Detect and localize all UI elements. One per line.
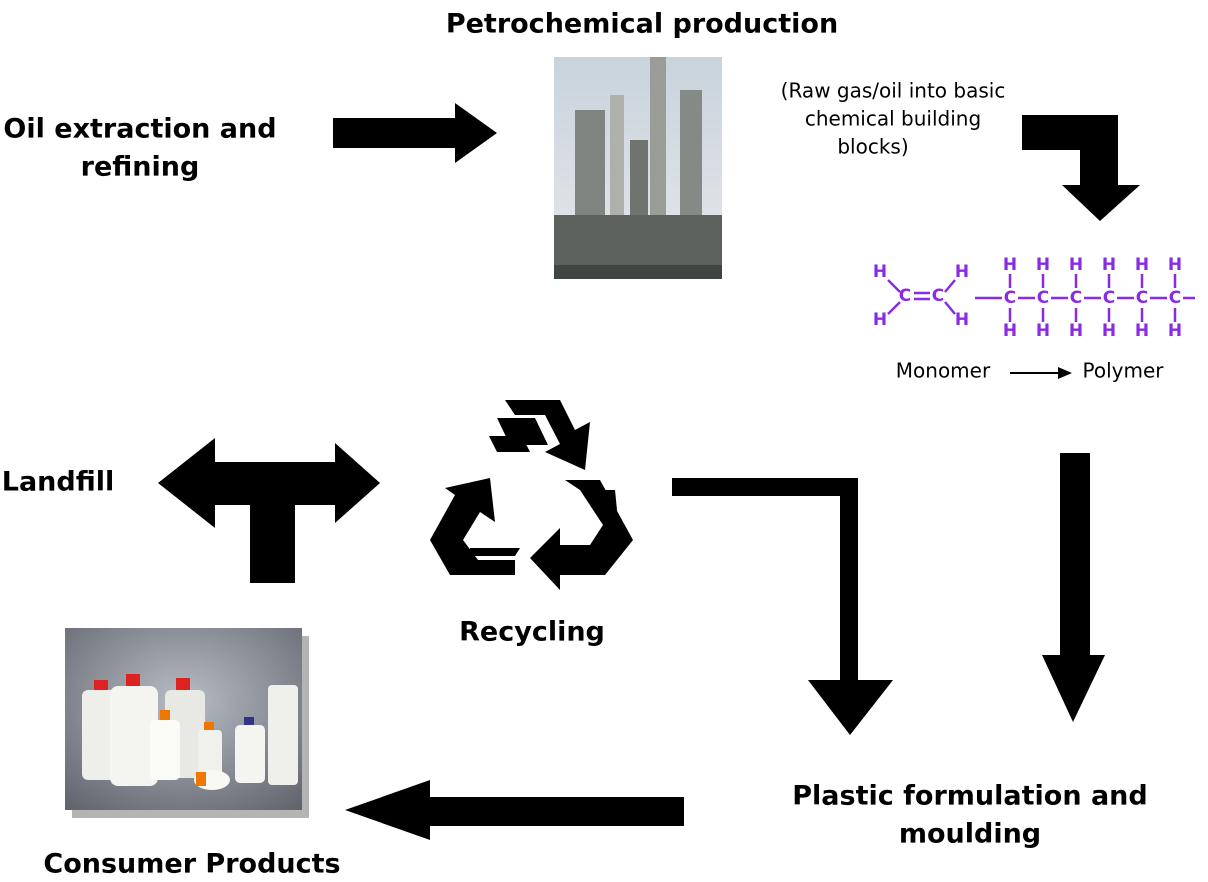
node-label: Landfill xyxy=(2,467,115,498)
atom: H xyxy=(955,262,969,282)
atom: H xyxy=(1135,255,1149,275)
atom: H xyxy=(1003,255,1017,275)
atom: C xyxy=(1004,288,1016,308)
arrow xyxy=(1058,367,1072,379)
arrow xyxy=(158,438,380,583)
refinery-photo xyxy=(554,57,722,279)
node-label: Plastic formulation and xyxy=(792,781,1147,812)
atom: H xyxy=(1069,321,1083,341)
products-photo xyxy=(65,628,309,818)
atom: H xyxy=(1036,321,1050,341)
node-label: Consumer Products xyxy=(43,849,340,880)
monomer-label: Monomer xyxy=(896,359,991,383)
atom: H xyxy=(1102,255,1116,275)
atom: C xyxy=(932,286,944,306)
atom: H xyxy=(873,262,887,282)
note: chemical building xyxy=(805,107,981,131)
arrow xyxy=(1042,453,1105,722)
recycling-symbol xyxy=(430,400,633,590)
node-label: Recycling xyxy=(459,617,605,648)
note: blocks) xyxy=(837,135,908,159)
atom: C xyxy=(1070,288,1082,308)
polymer-label: Polymer xyxy=(1083,359,1165,383)
atom: C xyxy=(899,286,911,306)
arrow xyxy=(333,103,497,163)
atom: H xyxy=(1135,321,1149,341)
atom: H xyxy=(1069,255,1083,275)
node-label: refining xyxy=(81,152,200,183)
atom: H xyxy=(1168,255,1182,275)
atom: C xyxy=(1103,288,1115,308)
atom: C xyxy=(1037,288,1049,308)
node-label: moulding xyxy=(899,819,1041,850)
atom: C xyxy=(1136,288,1148,308)
atom: H xyxy=(1168,321,1182,341)
note: (Raw gas/oil into basic xyxy=(781,79,1006,103)
atom: H xyxy=(1003,321,1017,341)
arrow xyxy=(672,478,893,735)
atom: C xyxy=(1169,288,1181,308)
node-label: Oil extraction and xyxy=(3,114,276,145)
arrow xyxy=(1022,115,1140,221)
atom: H xyxy=(955,310,969,330)
atom: H xyxy=(873,310,887,330)
diagram: Petrochemical production Oil extraction … xyxy=(0,0,1208,882)
atom: H xyxy=(1102,321,1116,341)
node-label: Petrochemical production xyxy=(446,9,838,40)
atom: H xyxy=(1036,255,1050,275)
arrow xyxy=(345,780,684,840)
